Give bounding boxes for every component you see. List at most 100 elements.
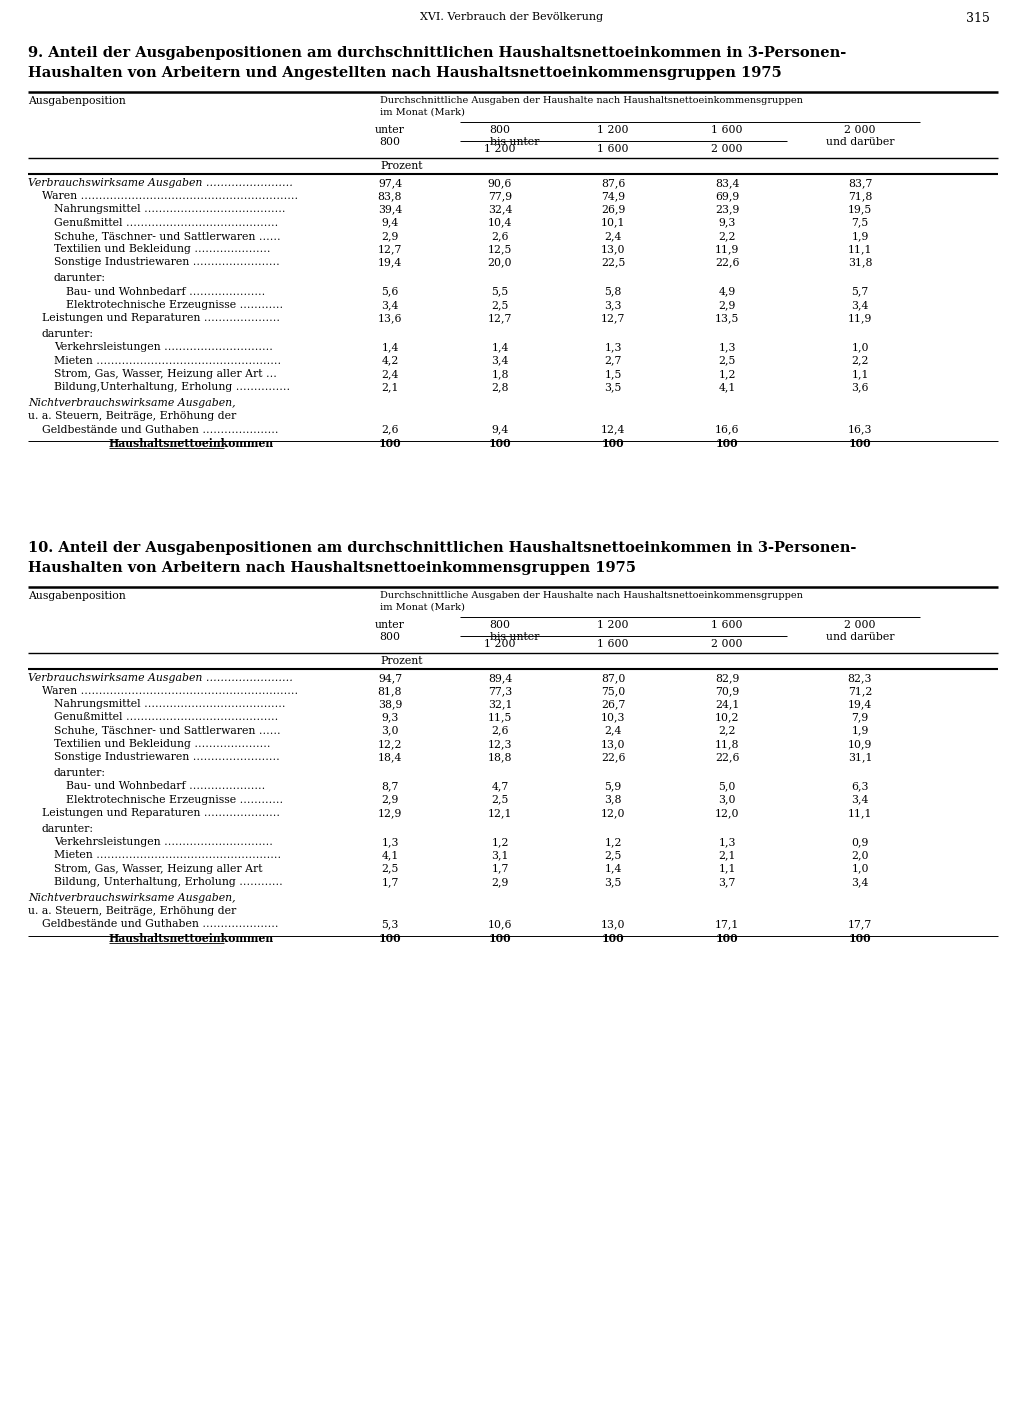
Text: Textilien und Bekleidung …………………: Textilien und Bekleidung ………………… [54, 244, 270, 254]
Text: 1,4: 1,4 [381, 343, 398, 352]
Text: und darüber: und darüber [825, 137, 894, 147]
Text: darunter:: darunter: [54, 274, 106, 283]
Text: 5,5: 5,5 [492, 286, 509, 296]
Text: 1,2: 1,2 [718, 369, 736, 379]
Text: 3,4: 3,4 [851, 300, 868, 310]
Text: 31,1: 31,1 [848, 752, 872, 761]
Text: Textilien und Bekleidung …………………: Textilien und Bekleidung ………………… [54, 739, 270, 749]
Text: 2,9: 2,9 [381, 231, 398, 241]
Text: Waren ……………………………………………………: Waren …………………………………………………… [42, 192, 298, 202]
Text: 83,7: 83,7 [848, 178, 872, 188]
Text: Haushalten von Arbeitern nach Haushaltsnettoeinkommensgruppen 1975: Haushalten von Arbeitern nach Haushaltsn… [28, 561, 636, 575]
Text: 5,8: 5,8 [604, 286, 622, 296]
Text: 1,2: 1,2 [492, 838, 509, 847]
Text: 2 000: 2 000 [712, 639, 742, 649]
Text: 100: 100 [849, 437, 871, 448]
Text: 12,1: 12,1 [487, 808, 512, 818]
Text: 5,7: 5,7 [851, 286, 868, 296]
Text: Genußmittel ……………………………………: Genußmittel …………………………………… [54, 217, 279, 227]
Text: 12,4: 12,4 [601, 424, 626, 434]
Text: 1,9: 1,9 [851, 726, 868, 736]
Text: 6,3: 6,3 [851, 781, 868, 791]
Text: 32,4: 32,4 [487, 204, 512, 214]
Text: 1,0: 1,0 [851, 863, 868, 874]
Text: Waren ……………………………………………………: Waren …………………………………………………… [42, 687, 298, 697]
Text: 90,6: 90,6 [487, 178, 512, 188]
Text: 19,4: 19,4 [378, 257, 402, 268]
Text: 81,8: 81,8 [378, 687, 402, 697]
Text: 3,7: 3,7 [718, 877, 735, 887]
Text: 800: 800 [489, 620, 511, 630]
Text: 5,0: 5,0 [718, 781, 735, 791]
Text: 7,5: 7,5 [851, 217, 868, 227]
Text: 26,9: 26,9 [601, 204, 626, 214]
Text: im Monat (Mark): im Monat (Mark) [380, 109, 465, 117]
Text: 11,5: 11,5 [487, 712, 512, 722]
Text: 13,5: 13,5 [715, 313, 739, 323]
Text: 17,1: 17,1 [715, 919, 739, 929]
Text: unter: unter [375, 620, 404, 630]
Text: 9,4: 9,4 [492, 424, 509, 434]
Text: 8,7: 8,7 [381, 781, 398, 791]
Text: Nichtverbrauchswirksame Ausgaben,: Nichtverbrauchswirksame Ausgaben, [28, 893, 236, 902]
Text: 19,4: 19,4 [848, 699, 872, 709]
Text: 70,9: 70,9 [715, 687, 739, 697]
Text: Sonstige Industriewaren ……………………: Sonstige Industriewaren …………………… [54, 257, 280, 268]
Text: 10,1: 10,1 [601, 217, 626, 227]
Text: 2,1: 2,1 [718, 850, 736, 860]
Text: Durchschnittliche Ausgaben der Haushalte nach Haushaltsnettoeinkommensgruppen: Durchschnittliche Ausgaben der Haushalte… [380, 96, 803, 104]
Text: 12,7: 12,7 [601, 313, 626, 323]
Text: 100: 100 [488, 437, 511, 448]
Text: bis unter: bis unter [490, 137, 540, 147]
Text: Verbrauchswirksame Ausgaben ……………………: Verbrauchswirksame Ausgaben …………………… [28, 178, 293, 188]
Text: 2 000: 2 000 [844, 125, 876, 135]
Text: 3,8: 3,8 [604, 795, 622, 805]
Text: 1,5: 1,5 [604, 369, 622, 379]
Text: 2,1: 2,1 [381, 382, 398, 392]
Text: 2,6: 2,6 [492, 726, 509, 736]
Text: Haushaltsnettoeinkommen: Haushaltsnettoeinkommen [109, 932, 274, 943]
Text: Haushaltsnettoeinkommen: Haushaltsnettoeinkommen [109, 437, 274, 448]
Text: 75,0: 75,0 [601, 687, 625, 697]
Text: 1,7: 1,7 [492, 863, 509, 874]
Text: 82,3: 82,3 [848, 673, 872, 682]
Text: 71,2: 71,2 [848, 687, 872, 697]
Text: 1 200: 1 200 [597, 620, 629, 630]
Text: 31,8: 31,8 [848, 257, 872, 268]
Text: Sonstige Industriewaren ……………………: Sonstige Industriewaren …………………… [54, 752, 280, 761]
Text: 2,5: 2,5 [381, 863, 398, 874]
Text: 83,4: 83,4 [715, 178, 739, 188]
Text: 1,4: 1,4 [604, 863, 622, 874]
Text: 77,3: 77,3 [487, 687, 512, 697]
Text: Schuhe, Täschner- und Sattlerwaren ……: Schuhe, Täschner- und Sattlerwaren …… [54, 726, 281, 736]
Text: Prozent: Prozent [380, 656, 423, 666]
Text: 24,1: 24,1 [715, 699, 739, 709]
Text: unter: unter [375, 125, 404, 135]
Text: 12,3: 12,3 [487, 739, 512, 749]
Text: 9. Anteil der Ausgabenpositionen am durchschnittlichen Haushaltsnettoeinkommen i: 9. Anteil der Ausgabenpositionen am durc… [28, 47, 846, 61]
Text: 1,1: 1,1 [718, 863, 736, 874]
Text: 10,4: 10,4 [487, 217, 512, 227]
Text: 13,6: 13,6 [378, 313, 402, 323]
Text: 2,5: 2,5 [492, 300, 509, 310]
Text: 2,2: 2,2 [851, 355, 868, 365]
Text: 2,5: 2,5 [604, 850, 622, 860]
Text: 3,6: 3,6 [851, 382, 868, 392]
Text: 5,3: 5,3 [381, 919, 398, 929]
Text: 12,0: 12,0 [601, 808, 626, 818]
Text: bis unter: bis unter [490, 632, 540, 642]
Text: Ausgabenposition: Ausgabenposition [28, 591, 126, 601]
Text: 74,9: 74,9 [601, 192, 625, 202]
Text: Verbrauchswirksame Ausgaben ……………………: Verbrauchswirksame Ausgaben …………………… [28, 673, 293, 682]
Text: 1,4: 1,4 [492, 343, 509, 352]
Text: 100: 100 [379, 437, 401, 448]
Text: 12,0: 12,0 [715, 808, 739, 818]
Text: 100: 100 [488, 932, 511, 943]
Text: 83,8: 83,8 [378, 192, 402, 202]
Text: 26,7: 26,7 [601, 699, 626, 709]
Text: Nichtverbrauchswirksame Ausgaben,: Nichtverbrauchswirksame Ausgaben, [28, 398, 236, 409]
Text: 13,0: 13,0 [601, 244, 626, 254]
Text: 13,0: 13,0 [601, 919, 626, 929]
Text: u. a. Steuern, Beiträge, Erhöhung der: u. a. Steuern, Beiträge, Erhöhung der [28, 412, 237, 422]
Text: 1 200: 1 200 [484, 639, 516, 649]
